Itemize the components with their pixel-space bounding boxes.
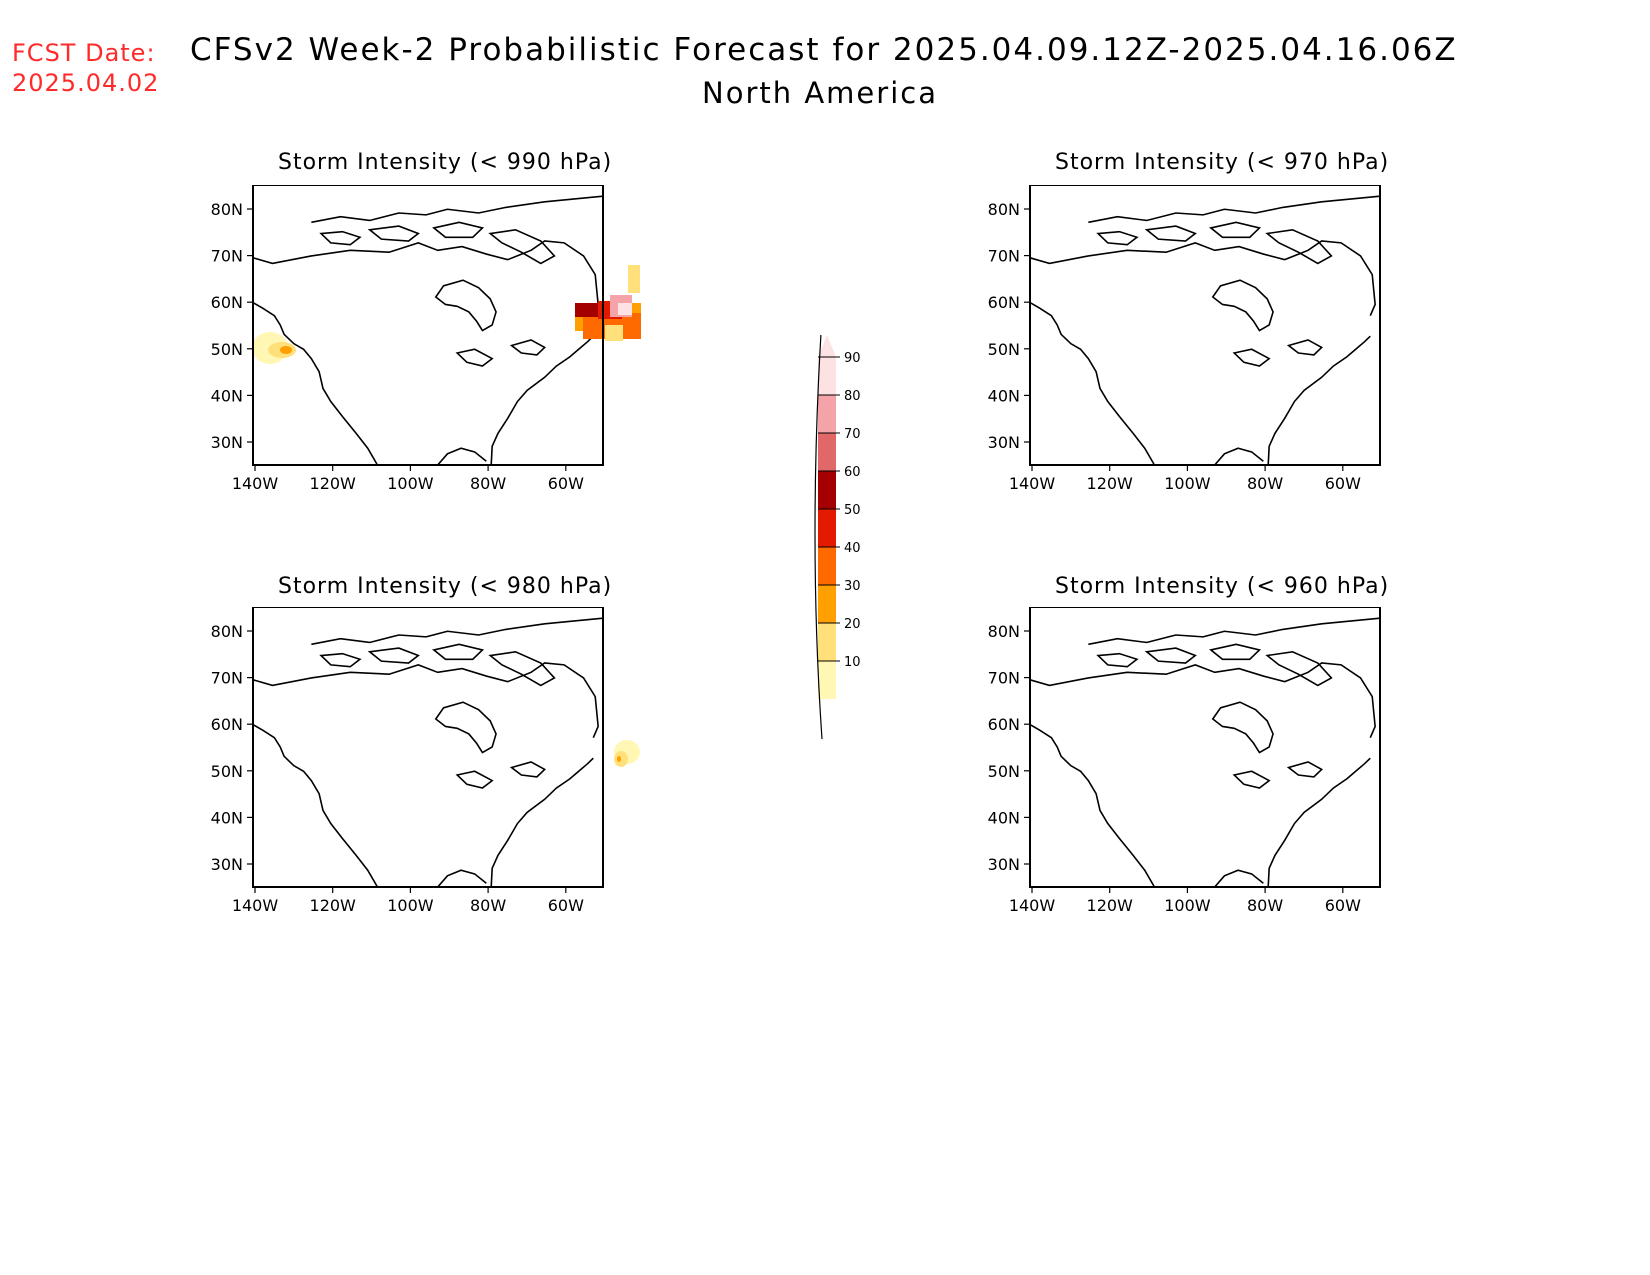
lon-tick-label: 100W: [1164, 474, 1211, 493]
page-title: CFSv2 Week-2 Probabilistic Forecast for …: [190, 32, 1458, 68]
lat-tick-label: 60N: [988, 293, 1020, 312]
colorbar-label: 60: [844, 465, 861, 480]
lon-tick-label: 100W: [387, 474, 434, 493]
lon-tick-label: 100W: [387, 896, 434, 915]
map-geography: [253, 196, 603, 465]
lon-tick-label: 120W: [310, 474, 357, 493]
panel-title-990: Storm Intensity (< 990 hPa): [278, 150, 613, 175]
forecast-date-label: FCST Date:: [12, 39, 156, 67]
colorbar-label: 90: [844, 351, 861, 366]
coastlines: [253, 196, 603, 465]
lat-tick-label: 50N: [988, 340, 1020, 359]
map-frame: 80N 70N 60N 50N 40N 30N 140W 120W 100W 80W 60W: [211, 185, 604, 493]
lon-tick-label: 80W: [1247, 896, 1283, 915]
lon-tick-label: 80W: [470, 474, 506, 493]
colorbar-outline: [814, 335, 823, 740]
colorbar-box: [818, 395, 836, 433]
forecast-date: FCST Date: 2025.04.02: [12, 38, 159, 98]
map-geography: [253, 618, 603, 887]
map-geography: [1030, 618, 1380, 887]
map-frame: 80N 70N 60N 50N 40N 30N 140W 120W 100W 80W 60W: [211, 607, 604, 915]
coastlines: [253, 618, 603, 887]
lat-tick-label: 70N: [211, 247, 243, 266]
panel-title-970: Storm Intensity (< 970 hPa): [1055, 150, 1390, 175]
lon-tick-label: 60W: [1325, 896, 1361, 915]
colorbar-label: 70: [844, 427, 861, 442]
colorbar-box: [818, 471, 836, 509]
lon-tick-label: 120W: [1087, 474, 1134, 493]
probability-shading: [614, 740, 640, 767]
lon-tick-label: 120W: [1087, 896, 1134, 915]
lat-tick-label: 60N: [211, 293, 243, 312]
lat-tick-label: 70N: [211, 669, 243, 688]
lat-tick-label: 80N: [211, 622, 243, 641]
colorbar-box: [818, 547, 836, 585]
lat-tick-label: 80N: [988, 622, 1020, 641]
lat-tick-label: 70N: [988, 247, 1020, 266]
colorbar-label: 80: [844, 389, 861, 404]
lat-tick-label: 40N: [211, 808, 243, 827]
lat-tick-label: 30N: [211, 855, 243, 874]
lat-tick-label: 40N: [211, 386, 243, 405]
colorbar-label: 50: [844, 503, 861, 518]
map-panel-970: 80N 70N 60N 50N 40N 30N 140W 120W 100W 80W 60W: [988, 185, 1381, 493]
probability-shading: [252, 265, 641, 364]
lon-tick-label: 100W: [1164, 896, 1211, 915]
lat-tick-label: 50N: [211, 762, 243, 781]
colorbar-box: [818, 623, 836, 661]
colorbar-box: [818, 661, 836, 699]
colorbar-box: [818, 509, 836, 547]
map-geography: [1030, 196, 1380, 465]
lon-tick-label: 140W: [1009, 896, 1056, 915]
colorbar-label: 10: [844, 655, 861, 670]
lat-tick-label: 30N: [988, 855, 1020, 874]
panel-title-980: Storm Intensity (< 980 hPa): [278, 574, 613, 599]
colorbar-box: [818, 357, 836, 395]
forecast-date-value: 2025.04.02: [12, 69, 160, 97]
colorbar-label: 40: [844, 541, 861, 556]
colorbar-top-triangle: [818, 335, 836, 357]
coastlines: [1030, 618, 1380, 887]
colorbar-label: 30: [844, 579, 861, 594]
colorbar-box: [818, 585, 836, 623]
lon-tick-label: 80W: [1247, 474, 1283, 493]
lat-tick-label: 80N: [211, 200, 243, 219]
lat-tick-label: 60N: [211, 715, 243, 734]
lat-tick-label: 40N: [988, 386, 1020, 405]
lon-tick-label: 140W: [232, 474, 279, 493]
lon-tick-label: 60W: [548, 896, 584, 915]
lat-tick-label: 70N: [988, 669, 1020, 688]
panel-title-960: Storm Intensity (< 960 hPa): [1055, 574, 1390, 599]
lat-tick-label: 30N: [988, 433, 1020, 452]
lon-tick-label: 140W: [1009, 474, 1056, 493]
lat-tick-label: 40N: [988, 808, 1020, 827]
lon-tick-label: 140W: [232, 896, 279, 915]
lat-tick-label: 30N: [211, 433, 243, 452]
colorbar: 90 80 70 60 50 40 30 20 10: [814, 335, 861, 740]
lat-tick-label: 80N: [988, 200, 1020, 219]
colorbar-box: [818, 433, 836, 471]
map-panel-990: 80N 70N 60N 50N 40N 30N 140W 120W 100W 80W 60W: [211, 185, 641, 493]
lat-tick-label: 60N: [988, 715, 1020, 734]
lon-tick-label: 120W: [310, 896, 357, 915]
map-frame: 80N 70N 60N 50N 40N 30N 140W 120W 100W 80W 60W: [988, 185, 1381, 493]
lon-tick-label: 80W: [470, 896, 506, 915]
coastlines: [1030, 196, 1380, 465]
map-panel-960: 80N 70N 60N 50N 40N 30N 140W 120W 100W 80W 60W: [988, 607, 1381, 915]
lat-tick-label: 50N: [988, 762, 1020, 781]
lat-tick-label: 50N: [211, 340, 243, 359]
lon-tick-label: 60W: [548, 474, 584, 493]
lon-tick-label: 60W: [1325, 474, 1361, 493]
map-frame: 80N 70N 60N 50N 40N 30N 140W 120W 100W 80W 60W: [988, 607, 1381, 915]
page-subtitle: North America: [702, 76, 938, 110]
colorbar-label: 20: [844, 617, 861, 632]
map-panel-980: 80N 70N 60N 50N 40N 30N 140W 120W 100W 80W 60W: [211, 607, 640, 915]
